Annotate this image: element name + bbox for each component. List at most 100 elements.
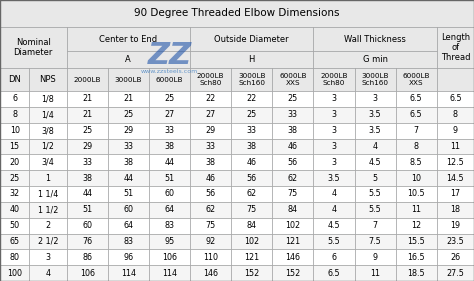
Bar <box>108 123 149 139</box>
Bar <box>149 68 190 91</box>
Text: 16.5: 16.5 <box>408 253 425 262</box>
Bar <box>0 68 29 91</box>
Bar <box>272 68 313 91</box>
Bar <box>396 218 437 234</box>
Text: 64: 64 <box>164 205 174 214</box>
Bar <box>0 154 29 170</box>
Bar <box>396 186 437 202</box>
Bar <box>272 139 313 154</box>
Text: 100: 100 <box>7 269 22 278</box>
Text: 106: 106 <box>162 253 177 262</box>
Bar <box>149 218 190 234</box>
Text: 4.5: 4.5 <box>369 158 382 167</box>
Text: 2000LB
Sch80: 2000LB Sch80 <box>320 73 348 86</box>
Bar <box>0 139 29 154</box>
Text: 121: 121 <box>244 253 259 262</box>
Text: 51: 51 <box>82 205 92 214</box>
Text: 8: 8 <box>414 142 419 151</box>
Text: 6: 6 <box>331 253 337 262</box>
Bar <box>0 91 29 107</box>
Bar <box>355 68 396 91</box>
Text: 6000LB
XXS: 6000LB XXS <box>279 73 307 86</box>
Bar <box>231 186 272 202</box>
Bar <box>149 139 190 154</box>
Bar <box>313 154 355 170</box>
Text: 75: 75 <box>205 221 216 230</box>
Bar <box>0 107 29 123</box>
Bar <box>66 154 108 170</box>
Text: 6000LB: 6000LB <box>155 76 183 83</box>
Text: 3: 3 <box>331 158 337 167</box>
Bar <box>231 91 272 107</box>
Text: 29: 29 <box>205 126 216 135</box>
Text: 84: 84 <box>246 221 257 230</box>
Text: 38: 38 <box>246 142 257 151</box>
Bar <box>355 234 396 249</box>
Text: 152: 152 <box>285 269 301 278</box>
Bar <box>272 186 313 202</box>
Text: 6.5: 6.5 <box>410 94 422 103</box>
Bar <box>396 107 437 123</box>
Text: 22: 22 <box>205 94 216 103</box>
Text: 56: 56 <box>288 158 298 167</box>
Bar <box>355 139 396 154</box>
Text: 146: 146 <box>203 269 218 278</box>
Bar <box>396 154 437 170</box>
Bar <box>437 234 474 249</box>
Text: 4: 4 <box>331 205 337 214</box>
Text: 50: 50 <box>9 221 20 230</box>
Bar <box>355 154 396 170</box>
Text: 1 1/4: 1 1/4 <box>38 189 58 198</box>
Bar <box>0 123 29 139</box>
Text: www.zzsteels.com: www.zzsteels.com <box>141 69 198 74</box>
Text: 17: 17 <box>450 189 460 198</box>
Bar <box>190 51 313 68</box>
Text: 40: 40 <box>9 205 20 214</box>
Bar <box>66 202 108 218</box>
Text: 51: 51 <box>164 174 174 183</box>
Text: 33: 33 <box>164 126 174 135</box>
Bar <box>29 249 66 265</box>
Text: 152: 152 <box>244 269 259 278</box>
Text: 18.5: 18.5 <box>408 269 425 278</box>
Bar <box>108 107 149 123</box>
Bar <box>190 27 313 51</box>
Text: 6.5: 6.5 <box>449 94 462 103</box>
Bar <box>66 186 108 202</box>
Bar <box>0 218 29 234</box>
Bar <box>231 123 272 139</box>
Bar <box>29 202 66 218</box>
Bar <box>108 265 149 281</box>
Text: 3.5: 3.5 <box>369 110 382 119</box>
Text: 7: 7 <box>373 221 378 230</box>
Text: 46: 46 <box>246 158 257 167</box>
Bar <box>66 123 108 139</box>
Text: 3: 3 <box>331 110 337 119</box>
Text: 1 1/2: 1 1/2 <box>38 205 58 214</box>
Text: 1/2: 1/2 <box>42 142 55 151</box>
Bar <box>190 249 231 265</box>
Text: 6: 6 <box>12 94 17 103</box>
Text: 2000LB
Sch80: 2000LB Sch80 <box>197 73 224 86</box>
Bar <box>29 123 66 139</box>
Bar <box>313 68 355 91</box>
Text: 76: 76 <box>82 237 92 246</box>
Bar <box>272 91 313 107</box>
Text: 9: 9 <box>373 253 378 262</box>
Text: 1/8: 1/8 <box>42 94 55 103</box>
Text: 110: 110 <box>203 253 218 262</box>
Text: 2000LB: 2000LB <box>73 76 101 83</box>
Bar <box>355 265 396 281</box>
Bar <box>29 139 66 154</box>
Bar <box>396 91 437 107</box>
Bar <box>231 170 272 186</box>
Text: 3: 3 <box>331 142 337 151</box>
Text: 5: 5 <box>373 174 378 183</box>
Bar <box>29 218 66 234</box>
Text: 3/4: 3/4 <box>42 158 55 167</box>
Text: 21: 21 <box>82 110 92 119</box>
Text: 96: 96 <box>123 253 133 262</box>
Bar <box>190 170 231 186</box>
Bar <box>29 91 66 107</box>
Text: 1: 1 <box>46 174 51 183</box>
